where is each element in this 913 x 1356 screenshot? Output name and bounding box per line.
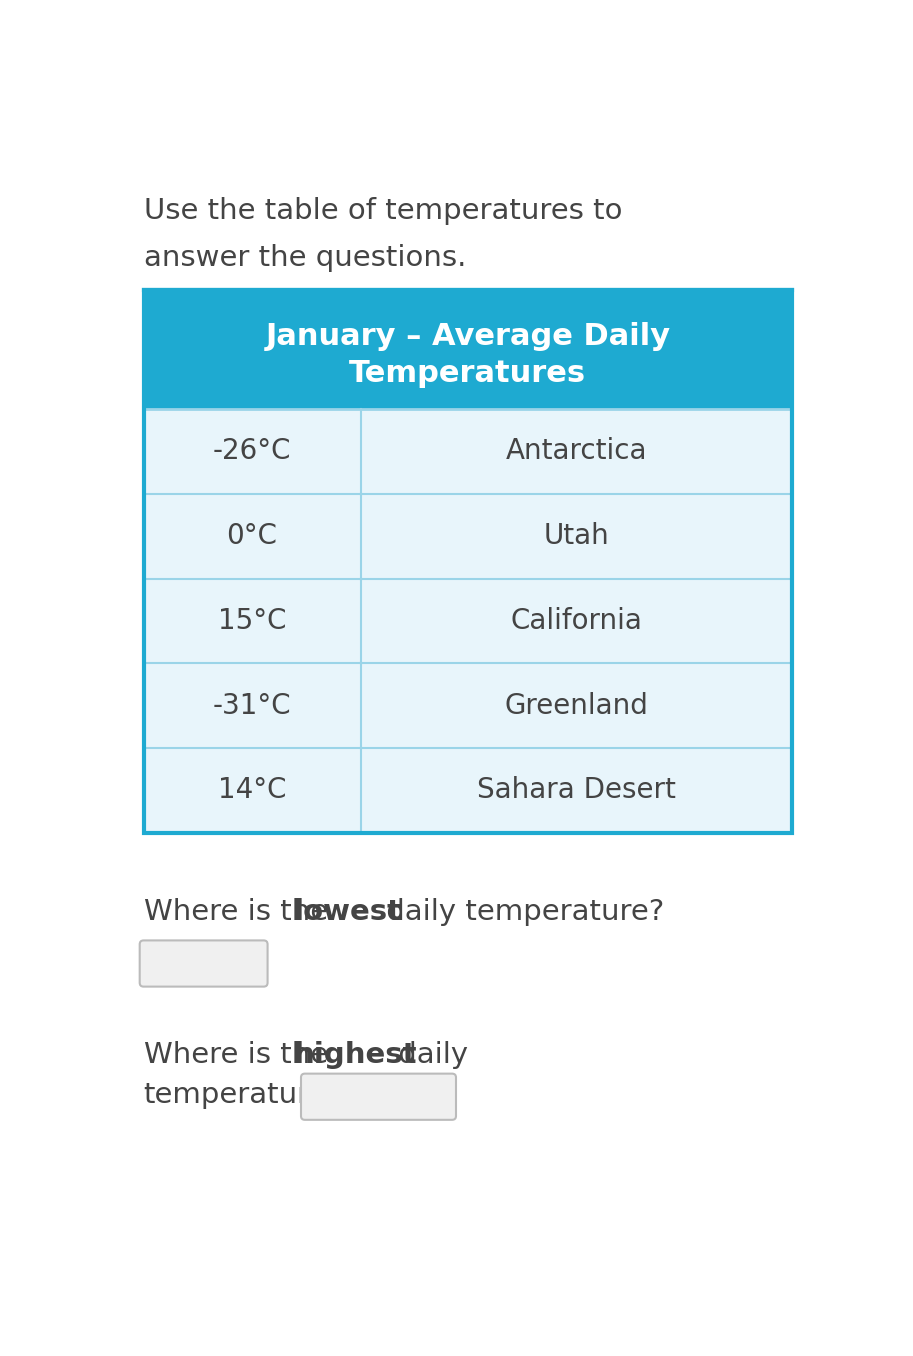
FancyBboxPatch shape: [301, 1074, 456, 1120]
Text: Utah: Utah: [543, 522, 609, 551]
Text: daily temperature?: daily temperature?: [377, 898, 665, 926]
Text: answer the questions.: answer the questions.: [143, 244, 466, 271]
Text: January – Average Daily: January – Average Daily: [266, 323, 670, 351]
Text: -31°C: -31°C: [213, 692, 291, 720]
Text: Greenland: Greenland: [505, 692, 648, 720]
Text: -26°C: -26°C: [213, 438, 291, 465]
Bar: [143, 290, 792, 833]
Bar: [143, 290, 792, 410]
FancyBboxPatch shape: [140, 941, 268, 987]
Text: Temperatures: Temperatures: [350, 359, 586, 388]
Text: ▾: ▾: [245, 955, 255, 974]
Text: temperature?: temperature?: [143, 1081, 342, 1109]
Text: Select...: Select...: [319, 1083, 426, 1109]
Text: 14°C: 14°C: [218, 776, 287, 804]
Bar: [143, 749, 792, 833]
Text: Utah: Utah: [159, 949, 225, 978]
Text: 0°C: 0°C: [226, 522, 278, 551]
Text: Antarctica: Antarctica: [506, 438, 647, 465]
Text: lowest: lowest: [293, 898, 402, 926]
Text: Where is the: Where is the: [143, 898, 337, 926]
Text: Use the table of temperatures to: Use the table of temperatures to: [143, 198, 622, 225]
Text: temperature?: temperature?: [143, 1081, 352, 1109]
Text: California: California: [510, 607, 643, 635]
Text: daily: daily: [389, 1040, 468, 1069]
Text: Where is the: Where is the: [143, 1040, 337, 1069]
Text: ▾: ▾: [434, 1088, 443, 1106]
Text: 15°C: 15°C: [218, 607, 287, 635]
Bar: [143, 410, 792, 494]
Bar: [143, 579, 792, 663]
Text: highest: highest: [293, 1040, 417, 1069]
Bar: [143, 494, 792, 579]
Bar: [143, 663, 792, 749]
Text: Sahara Desert: Sahara Desert: [477, 776, 676, 804]
